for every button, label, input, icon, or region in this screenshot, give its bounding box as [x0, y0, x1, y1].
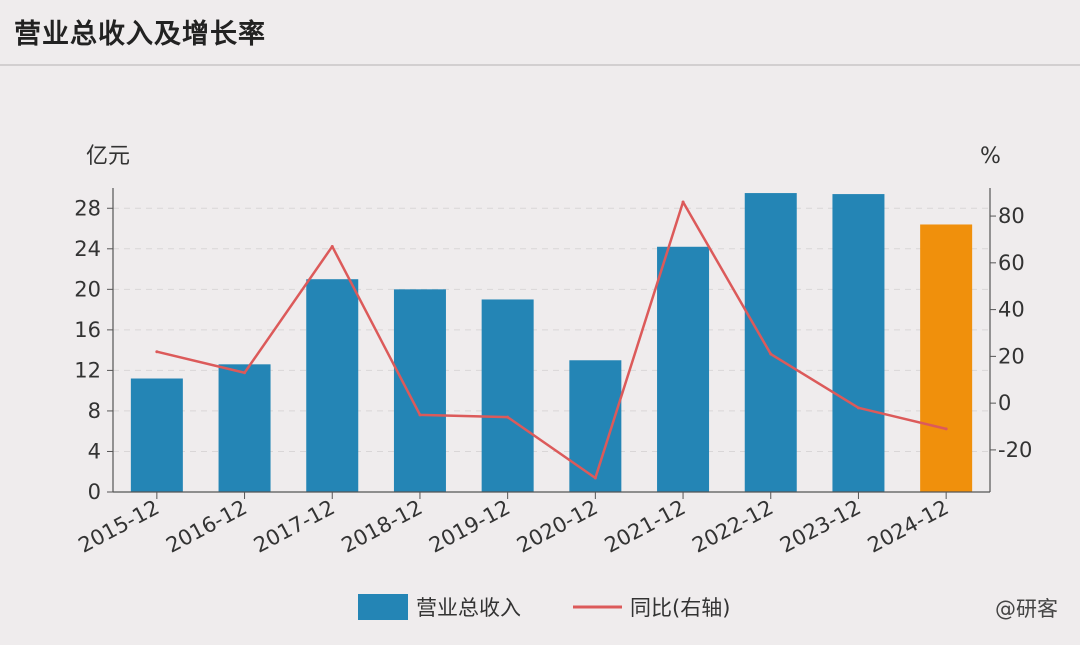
line-point-2020-12 [593, 476, 597, 480]
x-tick-label: 2024-12 [864, 495, 953, 557]
legend-label-line: 同比(右轴) [630, 596, 730, 620]
line-point-2022-12 [769, 352, 773, 356]
x-tick-label: 2015-12 [74, 495, 163, 557]
x-tick-label: 2023-12 [776, 495, 865, 557]
left-tick-label: 16 [74, 318, 101, 342]
bar-2021-12 [657, 246, 710, 492]
bar-2015-12 [130, 378, 183, 492]
chart-title: 营业总收入及增长率 [14, 19, 266, 50]
line-series [155, 200, 948, 480]
axes: 0 4 8 12 16 20 24 28 亿元 -20 0 20 40 60 80% 2015-122016-… [74, 144, 1032, 558]
line-point-2019-12 [506, 415, 510, 419]
line-point-2016-12 [243, 371, 247, 375]
bar-2016-12 [218, 364, 271, 492]
bar-2018-12 [393, 289, 446, 492]
right-axis-unit: % [980, 144, 1001, 169]
line-point-2015-12 [155, 350, 159, 354]
left-tick-label: 28 [74, 196, 101, 220]
x-tick-label: 2021-12 [601, 495, 690, 557]
x-tick-label: 2018-12 [338, 495, 427, 557]
left-tick-label: 4 [88, 439, 101, 463]
bar-2017-12 [306, 279, 359, 492]
x-tick-label: 2016-12 [162, 495, 251, 557]
left-tick-label: 12 [74, 358, 101, 382]
line-yoy [156, 200, 947, 480]
bar-series [130, 193, 973, 493]
legend: 营业总收入 同比(右轴) [358, 594, 730, 620]
right-tick-label: 20 [998, 344, 1025, 368]
bar-2020-12 [569, 360, 622, 492]
left-tick-label: 8 [88, 399, 101, 423]
right-tick-label: 80 [998, 204, 1025, 228]
right-tick-label: 40 [998, 298, 1025, 322]
legend-label-bar: 营业总收入 [416, 596, 521, 620]
bar-2023-12 [832, 194, 885, 492]
x-tick-label: 2017-12 [250, 495, 339, 557]
x-tick-label: 2019-12 [425, 495, 514, 557]
line-point-2017-12 [330, 244, 334, 248]
bar-2019-12 [481, 299, 534, 492]
legend-swatch-bar [358, 594, 408, 620]
x-tick-label: 2022-12 [688, 495, 777, 557]
x-tick-label: 2020-12 [513, 495, 602, 557]
line-point-2023-12 [856, 406, 860, 410]
left-tick-label: 20 [74, 277, 101, 301]
line-point-2021-12 [681, 200, 685, 204]
title-divider [0, 64, 1080, 66]
left-axis-unit: 亿元 [86, 144, 130, 169]
left-tick-label: 0 [88, 480, 101, 504]
left-tick-label: 24 [74, 237, 101, 261]
line-point-2024-12 [944, 427, 948, 431]
bar-2024-12 [920, 224, 973, 493]
watermark: @研客 [995, 597, 1058, 621]
right-tick-label: -20 [998, 438, 1032, 462]
right-tick-label: 0 [998, 391, 1011, 415]
right-tick-label: 60 [998, 251, 1025, 275]
line-point-2018-12 [418, 413, 422, 417]
bar-2022-12 [744, 193, 797, 493]
